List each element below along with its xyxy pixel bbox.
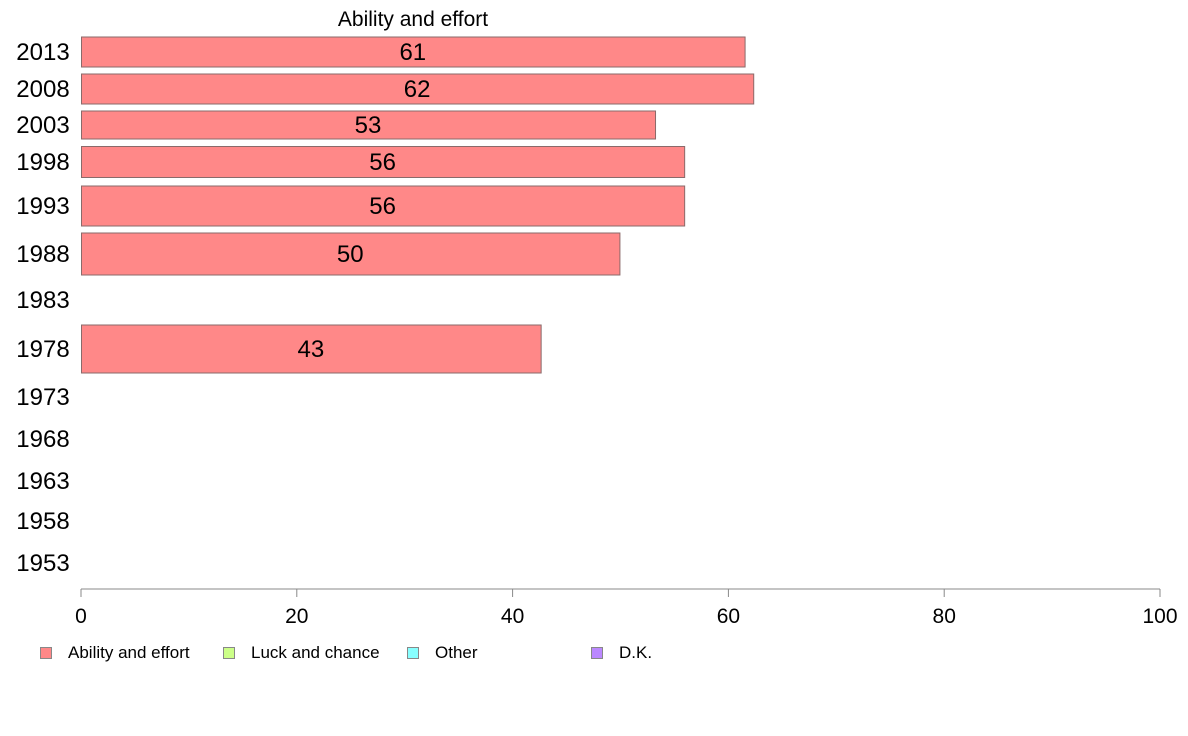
legend: Ability and effort Luck and chance Other… xyxy=(40,643,740,663)
y-tick-label-1998: 1998 xyxy=(16,149,69,176)
bar-value-label-1998: 56 xyxy=(369,149,396,176)
y-tick-label-1993: 1993 xyxy=(16,193,69,220)
y-tick-label-1963: 1963 xyxy=(16,468,69,495)
bar-2003 xyxy=(81,110,657,140)
legend-label-luck-and-chance: Luck and chance xyxy=(251,643,380,662)
y-tick-label-1958: 1958 xyxy=(16,508,69,535)
legend-swatch-luck-and-chance xyxy=(223,647,235,659)
bar-value-label-1993: 56 xyxy=(369,193,396,220)
y-tick-label-1988: 1988 xyxy=(16,241,69,268)
bar-value-label-1988: 50 xyxy=(337,241,364,268)
x-tick-label-20: 20 xyxy=(285,605,308,628)
legend-swatch-other xyxy=(407,647,419,659)
x-tick-label-60: 60 xyxy=(717,605,740,628)
x-axis: 0 20 40 60 80 100 xyxy=(75,588,1178,628)
y-tick-label-1978: 1978 xyxy=(16,336,69,363)
y-tick-label-1953: 1953 xyxy=(16,550,69,577)
legend-swatch-dk xyxy=(591,647,603,659)
y-tick-label-2008: 2008 xyxy=(16,76,69,103)
legend-label-dk: D.K. xyxy=(619,643,653,662)
chart-title: Ability and effort xyxy=(338,8,488,31)
y-tick-label-1968: 1968 xyxy=(16,426,69,453)
x-tick-label-80: 80 xyxy=(933,605,956,628)
legend-item-other: Other xyxy=(407,643,478,663)
bar-value-label-1978: 43 xyxy=(297,336,324,363)
bar-value-label-2003: 53 xyxy=(355,112,382,139)
bar-value-label-2008: 62 xyxy=(404,76,431,103)
legend-label-ability-and-effort: Ability and effort xyxy=(68,643,190,662)
bar-1993 xyxy=(81,185,686,227)
y-tick-label-1973: 1973 xyxy=(16,384,69,411)
legend-item-dk: D.K. xyxy=(591,643,652,663)
bar-2008 xyxy=(81,73,755,105)
bar-value-label-2013: 61 xyxy=(399,39,426,66)
x-tick-label-100: 100 xyxy=(1142,605,1177,628)
legend-swatch-ability-and-effort xyxy=(40,647,52,659)
x-tick-label-40: 40 xyxy=(501,605,524,628)
bar-1988 xyxy=(81,232,621,276)
bar-1998 xyxy=(81,146,686,178)
legend-item-luck-and-chance: Luck and chance xyxy=(223,643,380,663)
y-axis-labels: 2013 2008 2003 1998 1993 1988 1983 1978 1973 1968… xyxy=(16,39,69,577)
legend-item-ability-and-effort: Ability and effort xyxy=(40,643,190,663)
x-tick-label-0: 0 xyxy=(75,605,87,628)
bar-1978 xyxy=(81,324,542,374)
y-tick-label-1983: 1983 xyxy=(16,287,69,314)
legend-label-other: Other xyxy=(435,643,478,662)
y-tick-label-2013: 2013 xyxy=(16,39,69,66)
bar-2013 xyxy=(81,36,746,68)
y-tick-label-2003: 2003 xyxy=(16,112,69,139)
